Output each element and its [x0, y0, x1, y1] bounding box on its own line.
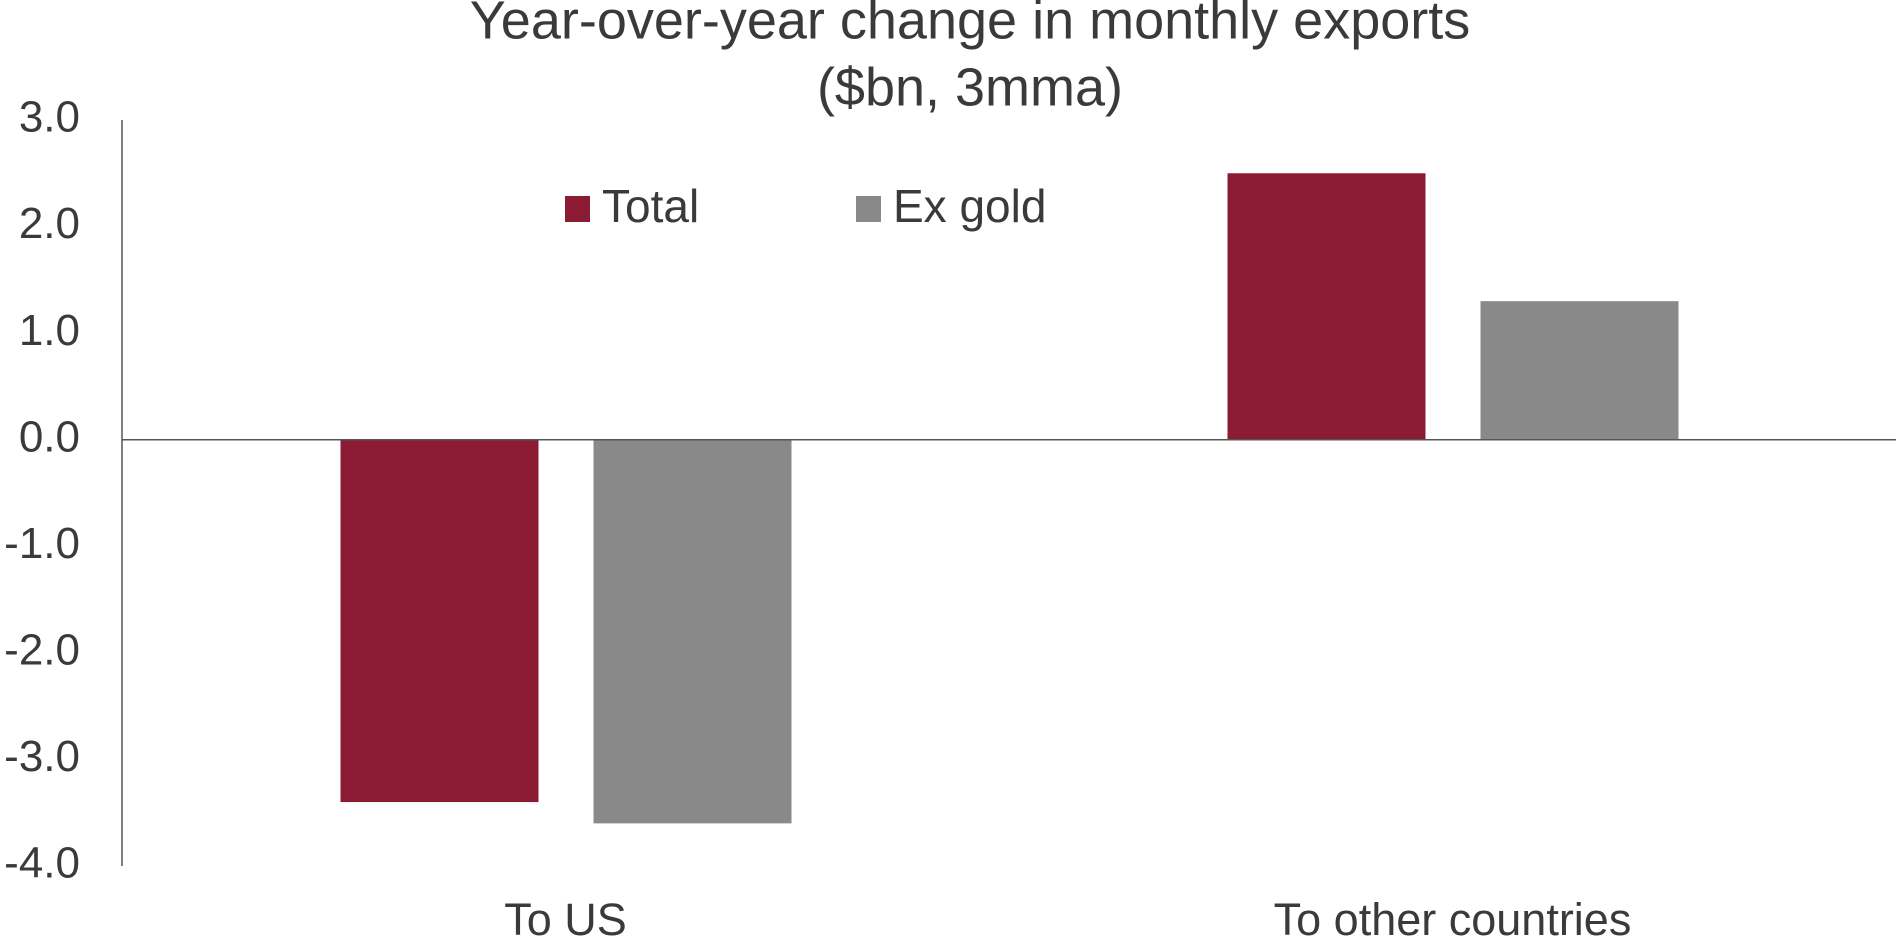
y-tick-label: -3.0 [4, 732, 80, 781]
y-tick-label: 3.0 [19, 93, 80, 142]
x-tick-label: To other countries [1274, 894, 1632, 945]
chart-title: Year-over-year change in monthly exports [470, 0, 1471, 50]
legend-swatch [856, 196, 881, 222]
legend-label: Total [602, 180, 699, 232]
legend-label: Ex gold [893, 180, 1046, 232]
bar [1480, 301, 1679, 440]
y-tick-label: 0.0 [19, 412, 80, 461]
y-tick-label: -4.0 [4, 839, 80, 888]
bar [593, 439, 792, 824]
chart-subtitle: ($bn, 3mma) [817, 57, 1123, 117]
y-tick-label: -2.0 [4, 625, 80, 674]
y-tick-label: 1.0 [19, 306, 80, 355]
legend-swatch [565, 196, 590, 222]
bar [1227, 173, 1426, 440]
y-tick-label: -1.0 [4, 519, 80, 568]
y-tick-label: 2.0 [19, 199, 80, 248]
bar [340, 439, 539, 803]
x-tick-label: To US [504, 894, 627, 945]
